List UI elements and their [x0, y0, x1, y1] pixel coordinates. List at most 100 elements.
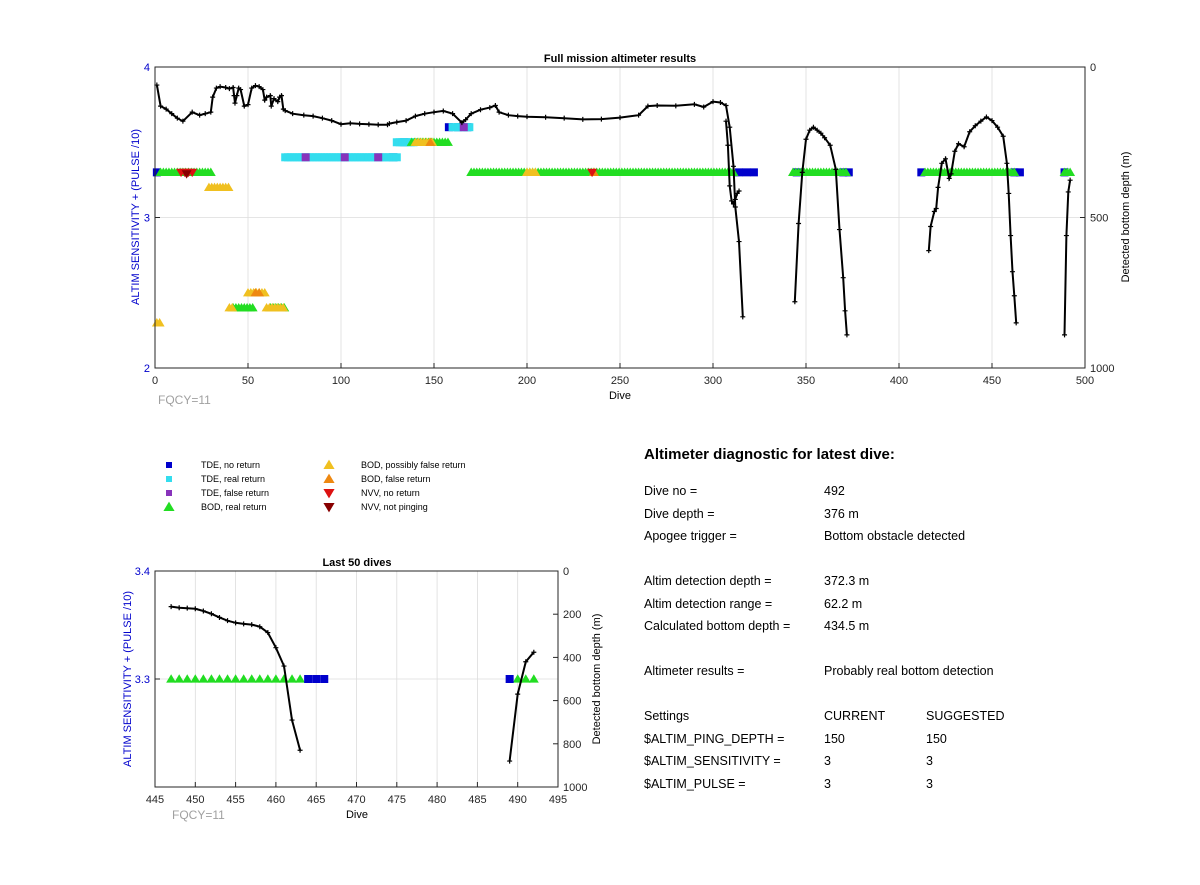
- marker-bod-real-return: [287, 674, 297, 683]
- bottom-depth-point: [216, 614, 222, 620]
- bottom-depth-point: [210, 94, 216, 100]
- legend-item: NVV, not pinging: [323, 502, 428, 513]
- bottom-depth-point: [673, 103, 679, 109]
- bottom-depth-point: [463, 117, 469, 123]
- bottom-depth-point: [245, 102, 251, 108]
- bottom-depth-point: [289, 717, 295, 723]
- legend-symbol: [166, 490, 172, 496]
- x-tick-label: 490: [509, 794, 527, 806]
- bottom-depth-point: [946, 175, 952, 181]
- series-bod-real-return: [166, 674, 539, 683]
- legend-symbol: [163, 501, 175, 512]
- dive-depth-row: Dive depth = 376 m: [644, 507, 1164, 530]
- bottom-depth-point: [394, 119, 400, 125]
- marker-bod-real-return: [182, 674, 193, 683]
- bottom-depth-point: [232, 100, 238, 106]
- marker-bod-real-return: [230, 674, 241, 683]
- y-right-tick-label: 0: [563, 566, 569, 578]
- pulse-label: $ALTIM_PULSE =: [644, 776, 746, 791]
- legend-symbol: [166, 462, 172, 468]
- x-tick-label: 100: [332, 375, 350, 387]
- marker-bod-real-return: [205, 167, 216, 176]
- marker-bod-real-return: [528, 674, 539, 683]
- x-tick-label: 480: [428, 794, 446, 806]
- bottom-depth-point: [174, 115, 180, 121]
- bottom-depth-point: [158, 103, 164, 109]
- marker-tde-no-return: [917, 168, 926, 177]
- detection-depth-label: Altim detection depth =: [644, 574, 772, 588]
- marker-tde-false-return: [301, 153, 310, 162]
- x-tick-label: 150: [425, 375, 443, 387]
- bottom-depth-point: [507, 758, 513, 764]
- apogee-row: Apogee trigger = Bottom obstacle detected: [644, 529, 1164, 552]
- bottom-depth-point: [241, 103, 247, 109]
- bottom-depth-point: [189, 109, 195, 115]
- bottom-depth-point: [163, 106, 169, 112]
- y-right-tick-label: 1000: [563, 782, 587, 794]
- detection-depth-value: 372.3 m: [824, 574, 870, 588]
- y-right-tick-label: 600: [563, 696, 581, 708]
- bottom-depth-point: [197, 112, 203, 118]
- legend-label: NVV, not pinging: [361, 502, 428, 512]
- bottom-depth-point: [580, 116, 586, 122]
- bottom-depth-point: [275, 99, 281, 105]
- bottom-depth-point: [1006, 190, 1012, 196]
- ping-depth-label: $ALTIM_PING_DEPTH =: [644, 731, 785, 746]
- main-chart: Full mission altimeter results 0 50 100 150…: [130, 53, 1132, 407]
- bottom-depth-point: [952, 148, 958, 154]
- x-tick-label: 470: [347, 794, 365, 806]
- legend-item: BOD, false return: [323, 473, 431, 484]
- marker-nvv-no-return: [587, 168, 598, 178]
- bottom-depth-point: [184, 605, 190, 611]
- legend-label: BOD, possibly false return: [361, 460, 466, 470]
- y-right-tick-label: 200: [563, 609, 581, 621]
- x-tick-label: 400: [890, 375, 908, 387]
- bottom-depth-point: [1008, 233, 1014, 239]
- y-right-tick-label: 500: [1090, 213, 1108, 225]
- bottom-depth-point: [723, 118, 729, 124]
- bottom-depth-point: [730, 201, 736, 207]
- marker-bod-real-return: [190, 674, 201, 683]
- legend-label: BOD, false return: [361, 474, 431, 484]
- marker-tde-no-return: [152, 168, 161, 177]
- bottom-depth-point: [822, 135, 828, 141]
- marker-tde-no-return: [312, 675, 321, 683]
- small-chart-y-left-ticks: 3.3 3.4: [135, 566, 160, 686]
- small-chart-x-ticks: 445 450 455 460 465 470 475 480 485 490 495: [146, 782, 567, 806]
- bottom-depth-point: [265, 630, 271, 636]
- bottom-depth-point: [257, 624, 263, 630]
- marker-bod-real-return: [520, 674, 531, 683]
- main-chart-title: Full mission altimeter results: [544, 53, 696, 65]
- bottom-depth-point: [515, 691, 521, 697]
- pulse-row: $ALTIM_PULSE = 3 3: [644, 777, 1164, 800]
- bottom-depth-point: [939, 160, 945, 166]
- legend-symbol: [323, 488, 335, 499]
- marker-bod-real-return: [254, 674, 265, 683]
- marker-bod-real-return: [166, 674, 177, 683]
- bottom-depth-segment: [1063, 180, 1072, 335]
- main-chart-y-left-ticks: 2 3 4: [144, 62, 160, 375]
- bottom-depth-point: [422, 111, 428, 117]
- bottom-depth-point: [727, 124, 733, 130]
- bottom-depth-point: [200, 608, 206, 614]
- current-header: CURRENT: [824, 709, 886, 723]
- bottom-depth-point: [561, 115, 567, 121]
- bottom-depth-point: [1009, 269, 1015, 275]
- diagnostic-title: Altimeter diagnostic for latest dive:: [644, 446, 895, 463]
- bottom-depth-point: [617, 115, 623, 121]
- results-row: Altimeter results = Probably real bottom …: [644, 664, 1164, 687]
- bottom-depth-point: [468, 111, 474, 117]
- legend: TDE, no return TDE, real return TDE, false…: [163, 459, 466, 513]
- marker-tde-no-return: [1015, 168, 1024, 177]
- bottom-depth-point: [1011, 293, 1017, 299]
- sensitivity-current: 3: [824, 754, 831, 768]
- dive-depth-value: 376 m: [824, 506, 859, 521]
- marker-bod-real-return: [295, 674, 306, 683]
- bottom-depth-point: [933, 205, 939, 211]
- bottom-depth-point: [487, 105, 493, 111]
- bottom-depth-point: [725, 142, 731, 148]
- marker-tde-no-return: [749, 168, 758, 177]
- bottom-depth-point: [978, 118, 984, 124]
- bottom-depth-point: [1004, 160, 1010, 166]
